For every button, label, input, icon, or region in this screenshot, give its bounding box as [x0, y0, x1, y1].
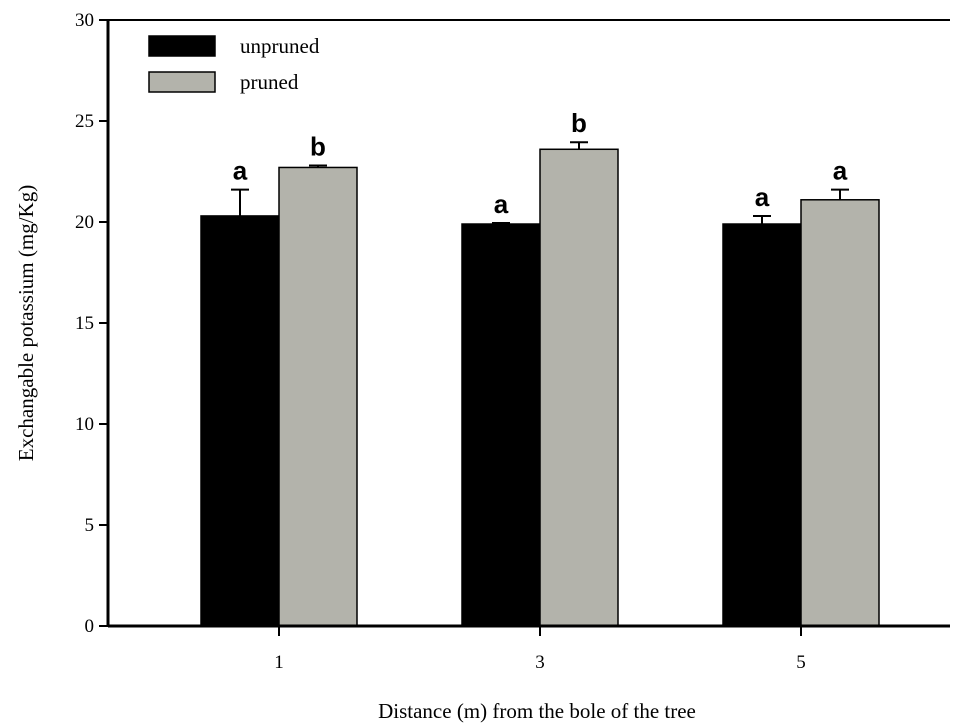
error-bar-pruned-5	[831, 188, 849, 200]
legend-item-pruned: pruned	[148, 70, 299, 94]
y-axis-title: Exchangable potassium (mg/Kg)	[14, 185, 38, 461]
y-tick-label-25: 25	[75, 111, 94, 132]
legend-swatch-pruned	[148, 71, 216, 93]
significance-labels-layer: a a a b b a	[233, 108, 848, 219]
significance-label-unpruned-5: a	[755, 182, 770, 212]
error-bar-unpruned-3	[492, 222, 510, 225]
bar-pruned-1	[278, 166, 358, 627]
x-tick-label-5: 5	[796, 652, 806, 673]
legend: unpruned pruned	[148, 34, 320, 94]
significance-label-pruned-5: a	[833, 156, 848, 186]
axes-layer: 0 5 10 15 20 25 30 1 3 5	[75, 10, 950, 673]
significance-label-pruned-1: b	[310, 131, 326, 161]
y-tick-label-15: 15	[75, 313, 94, 334]
legend-swatch-unpruned	[148, 35, 216, 57]
error-bars-layer	[231, 141, 849, 225]
legend-item-unpruned: unpruned	[148, 34, 320, 58]
error-bar-unpruned-5	[753, 214, 771, 225]
y-tick-label-5: 5	[85, 515, 95, 536]
bar-unpruned-1	[200, 215, 280, 627]
y-tick-label-20: 20	[75, 212, 94, 233]
bar-pruned-5	[800, 199, 880, 627]
y-tick-label-0: 0	[85, 616, 95, 637]
error-bar-unpruned-1	[231, 188, 249, 216]
bar-pruned-3	[539, 148, 619, 627]
legend-label-pruned: pruned	[240, 70, 299, 94]
x-tick-label-1: 1	[274, 652, 284, 673]
significance-label-unpruned-1: a	[233, 156, 248, 186]
x-tick-label-3: 3	[535, 652, 545, 673]
bars-layer	[200, 148, 880, 627]
bar-unpruned-3	[461, 223, 541, 627]
significance-label-pruned-3: b	[571, 108, 587, 138]
y-tick-label-30: 30	[75, 10, 94, 31]
x-axis-title: Distance (m) from the bole of the tree	[378, 699, 696, 723]
bar-unpruned-5	[722, 223, 802, 627]
significance-label-unpruned-3: a	[494, 189, 509, 219]
error-bar-pruned-3	[570, 141, 588, 150]
legend-label-unpruned: unpruned	[240, 34, 320, 58]
error-bar-pruned-1	[309, 164, 327, 168]
y-tick-label-10: 10	[75, 414, 94, 435]
